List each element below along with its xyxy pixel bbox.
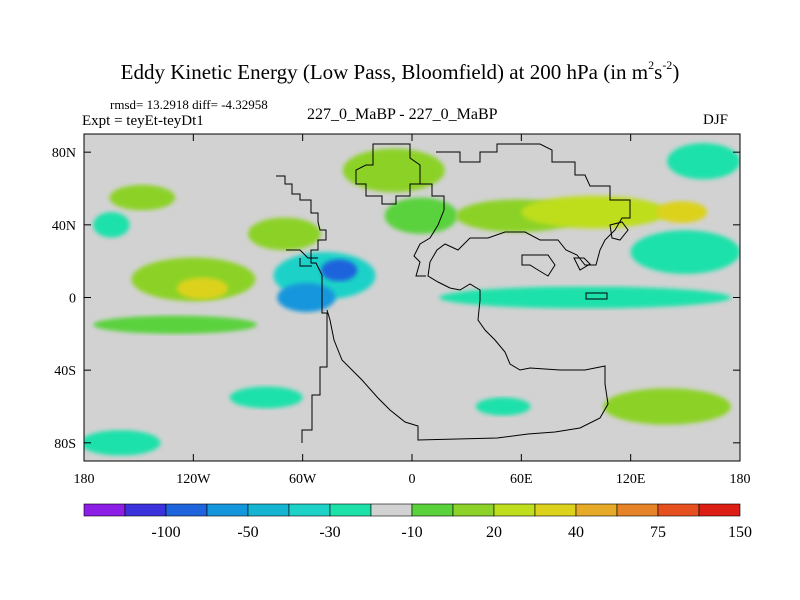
colorbar-swatch-6 [329,503,372,517]
y-tick-label: 0 [69,292,76,307]
x-tick-label: 120W [176,472,211,487]
axis-tick-labels: 180 120W 60W 0 60E 120E 180 80N 40N 0 40S 80S [52,146,751,487]
colorbar-swatch-13 [616,503,659,517]
australia-island-outline [585,292,608,300]
x-tick-label: 60E [510,472,533,487]
chart-title: Eddy Kinetic Energy (Low Pass, Bloomfiel… [120,58,680,84]
contour-region-2 [320,259,358,282]
y-tick-label: 40N [52,219,76,234]
colorbar-swatch-0 [83,503,126,517]
axis-ticks [83,134,741,461]
colorbar-label: 150 [728,524,752,541]
colorbar-label: -30 [319,524,340,541]
x-tick-label: 120E [616,472,646,487]
x-tick-label: 0 [409,472,416,487]
colorbar-swatch-14 [657,503,700,517]
contour-region-17 [84,430,161,456]
colorbar-label: 20 [486,524,502,541]
x-tick-label: 180 [730,472,751,487]
colorbar-swatch-1 [124,503,167,517]
experiment-label: Expt = teyEt-teyDt1 [82,113,204,129]
colorbar-swatch-9 [452,503,495,517]
season-label: DJF [703,112,729,128]
y-tick-label: 80N [52,146,76,161]
coastline-overlay [276,143,631,443]
colorbar-label: 75 [650,524,666,541]
y-tick-label: 80S [54,437,76,452]
colorbar-swatch-10 [493,503,536,517]
contour-region-9 [384,197,458,234]
colorbar-swatch-2 [165,503,208,517]
colorbar-swatch-15 [698,503,741,517]
contour-region-18 [229,386,303,409]
greenland-outline [355,143,421,205]
contour-region-11 [521,195,668,229]
southeast-asia-outline [521,254,591,277]
contour-region-5 [248,217,321,251]
colorbar-label: -10 [401,524,422,541]
run-comparison-label: 227_0_MaBP - 227_0_MaBP [307,106,498,123]
contour-region-6 [109,184,176,211]
colorbar-swatch-4 [247,503,290,517]
rmsd-diff-stats: rmsd= 13.2918 diff= -4.32958 [110,97,268,112]
colorbar-label: -50 [237,524,258,541]
contour-region-20 [475,397,531,416]
contour-region-7 [93,212,130,238]
contour-region-8 [342,148,445,193]
colorbar-swatch-11 [534,503,577,517]
contour-region-4 [176,277,228,300]
americas-outline [276,175,328,443]
eurasia-outline [326,143,631,441]
contour-region-14 [630,230,740,274]
caribbean-outline [286,249,318,267]
colorbar-label: 40 [568,524,584,541]
contour-region-13 [667,143,740,180]
europe-outline [413,183,445,277]
contour-region-19 [603,388,731,425]
colorbar: -100 -50 -30 -10 20 40 75 150 [83,503,752,541]
colorbar-swatch-12 [575,503,618,517]
contour-region-1 [277,282,336,313]
japan-outline [609,221,629,241]
contour-region-15 [439,286,731,309]
colorbar-swatch-7 [370,503,413,517]
contour-region-12 [656,201,708,224]
colorbar-swatch-5 [288,503,331,517]
x-tick-label: 180 [74,472,95,487]
contour-region-16 [93,315,258,334]
y-tick-label: 40S [54,364,76,379]
colorbar-swatch-3 [206,503,249,517]
colorbar-label: -100 [151,524,180,541]
x-tick-label: 60W [289,472,317,487]
contour-field [84,143,740,456]
colorbar-swatch-8 [411,503,454,517]
